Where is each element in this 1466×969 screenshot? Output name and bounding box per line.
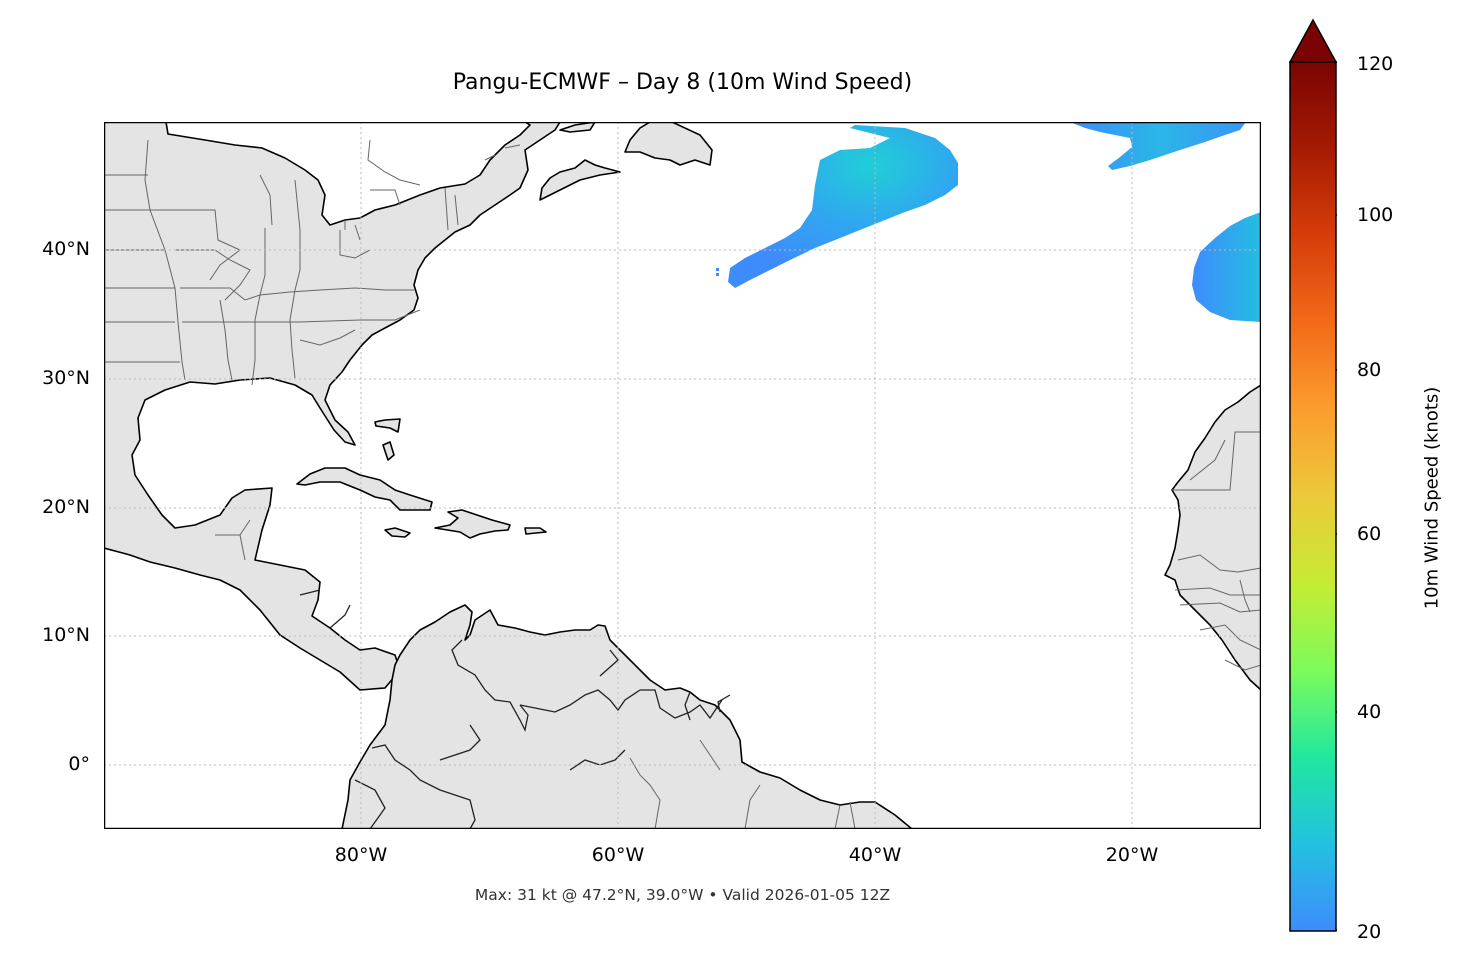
lat-label-30n: 30°N <box>42 367 90 389</box>
max-value-annotation: Max: 31 kt @ 47.2°N, 39.0°W • Valid 2026… <box>474 886 891 904</box>
colorbar-tick-100: 100 <box>1357 204 1394 226</box>
lon-label-80w: 80°W <box>334 844 388 866</box>
interior-borders-brazil <box>215 519 856 829</box>
map-border <box>104 122 1261 829</box>
colorbar <box>1288 18 1344 932</box>
colorbar-tick-80: 80 <box>1357 359 1382 381</box>
colorbar-label: 10m Wind Speed (knots) <box>1421 386 1443 610</box>
lon-label-20w: 20°W <box>1105 844 1159 866</box>
colorbar-extend-arrow <box>1288 18 1338 63</box>
colorbar-tick-20: 20 <box>1357 921 1382 943</box>
colorbar-tick-40: 40 <box>1357 701 1382 723</box>
map-plot-area <box>104 122 1261 829</box>
lon-label-60w: 60°W <box>591 844 645 866</box>
lat-label-20n: 20°N <box>42 496 90 518</box>
land-masses <box>104 122 1261 829</box>
colorbar-tick-120: 120 <box>1357 53 1394 75</box>
lon-label-40w: 40°W <box>848 844 902 866</box>
chart-title: Pangu-ECMWF – Day 8 (10m Wind Speed) <box>452 70 913 95</box>
lat-label-40n: 40°N <box>42 238 90 260</box>
political-borders <box>104 139 1261 671</box>
wind-speed-shading <box>716 122 1261 322</box>
colorbar-tick-60: 60 <box>1357 523 1382 545</box>
lat-label-equator: 0° <box>68 753 90 775</box>
lat-label-10n: 10°N <box>42 624 90 646</box>
